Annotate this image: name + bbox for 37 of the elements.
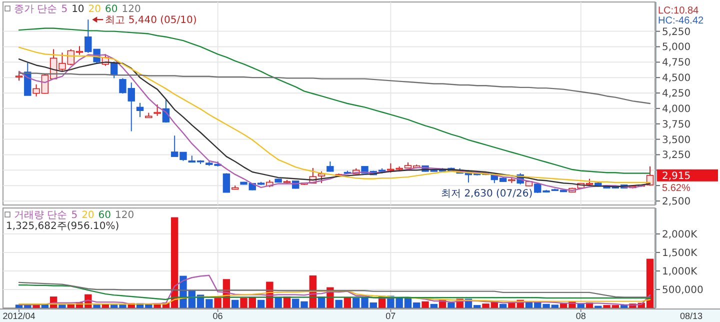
- y-tick-label: 5,250: [662, 26, 691, 38]
- y-tick-label: 4,000: [662, 104, 691, 115]
- text: 10: [72, 4, 84, 15]
- y-tick-label: 4,250: [662, 88, 691, 100]
- text: 5: [71, 210, 78, 221]
- series-label: 60: [105, 4, 118, 15]
- x-tick-label: 06: [212, 311, 223, 321]
- text: 120: [115, 210, 134, 221]
- y-tick-label: 500,000: [662, 284, 704, 296]
- text: 1,325,682주(956.10%): [6, 221, 120, 232]
- y-tick-label: 2,000K: [662, 229, 698, 240]
- x-tick-label: 2012/04: [2, 311, 36, 321]
- annotation: 최고 5,440 (05/10): [105, 15, 197, 26]
- y-tick-label: 1,500K: [662, 248, 698, 259]
- y-tick-label: 3,500: [662, 134, 691, 146]
- y-tick-label: 2,500: [662, 196, 691, 208]
- annotation: 최저 2,630 (07/26): [441, 188, 533, 200]
- y-tick-label: 4,750: [662, 58, 691, 69]
- text: 2,915: [662, 170, 691, 182]
- y-tick-label: 1,000K: [662, 266, 698, 278]
- text: LC:10.84: [658, 6, 700, 16]
- y-tick-label: 3,250: [662, 150, 691, 162]
- text: HC:-46.42: [658, 16, 704, 26]
- legend-title: 종가 단순: [14, 4, 58, 15]
- x-tick-label: 08: [576, 311, 586, 321]
- text: 5.62%: [662, 182, 690, 194]
- legend-title: 거래량 단순: [14, 210, 68, 221]
- text: 08/13: [680, 311, 703, 322]
- y-tick-label: 4,500: [662, 73, 691, 84]
- text: 5: [61, 4, 68, 15]
- text: 20: [88, 4, 102, 15]
- x-tick-label: 07: [386, 311, 396, 321]
- text: 120: [122, 4, 141, 15]
- text: 20: [82, 210, 94, 221]
- y-tick-label: 5,000: [662, 42, 691, 54]
- y-tick-label: 3,750: [662, 119, 691, 130]
- text: 60: [98, 210, 112, 221]
